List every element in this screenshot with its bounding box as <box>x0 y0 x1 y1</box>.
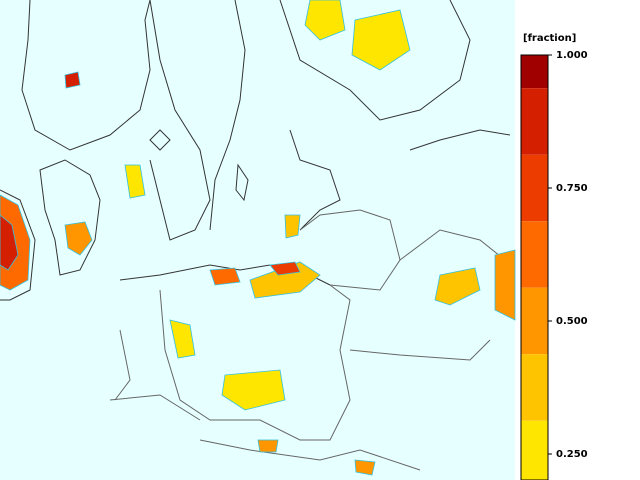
colorbar-band <box>521 88 548 155</box>
colorbar-unit: [fraction] <box>523 33 576 44</box>
colorbar-band <box>521 287 548 355</box>
colorbar-band <box>521 154 548 222</box>
colorbar-band <box>521 420 548 480</box>
colorbar <box>520 54 552 480</box>
colorbar-band <box>521 221 548 288</box>
colorbar-tick-label: 0.750 <box>556 183 588 194</box>
colorbar-tick-label: 0.500 <box>556 316 588 327</box>
colorbar-frame <box>520 54 549 480</box>
borders <box>109 209 506 471</box>
fraction-patches <box>0 0 516 476</box>
colorbar-band <box>521 55 548 89</box>
colorbar-band <box>521 354 548 421</box>
colorbar-tick-label: 0.250 <box>556 449 588 460</box>
coastlines <box>0 0 511 301</box>
colorbar-tick-label: 1.000 <box>556 50 588 61</box>
